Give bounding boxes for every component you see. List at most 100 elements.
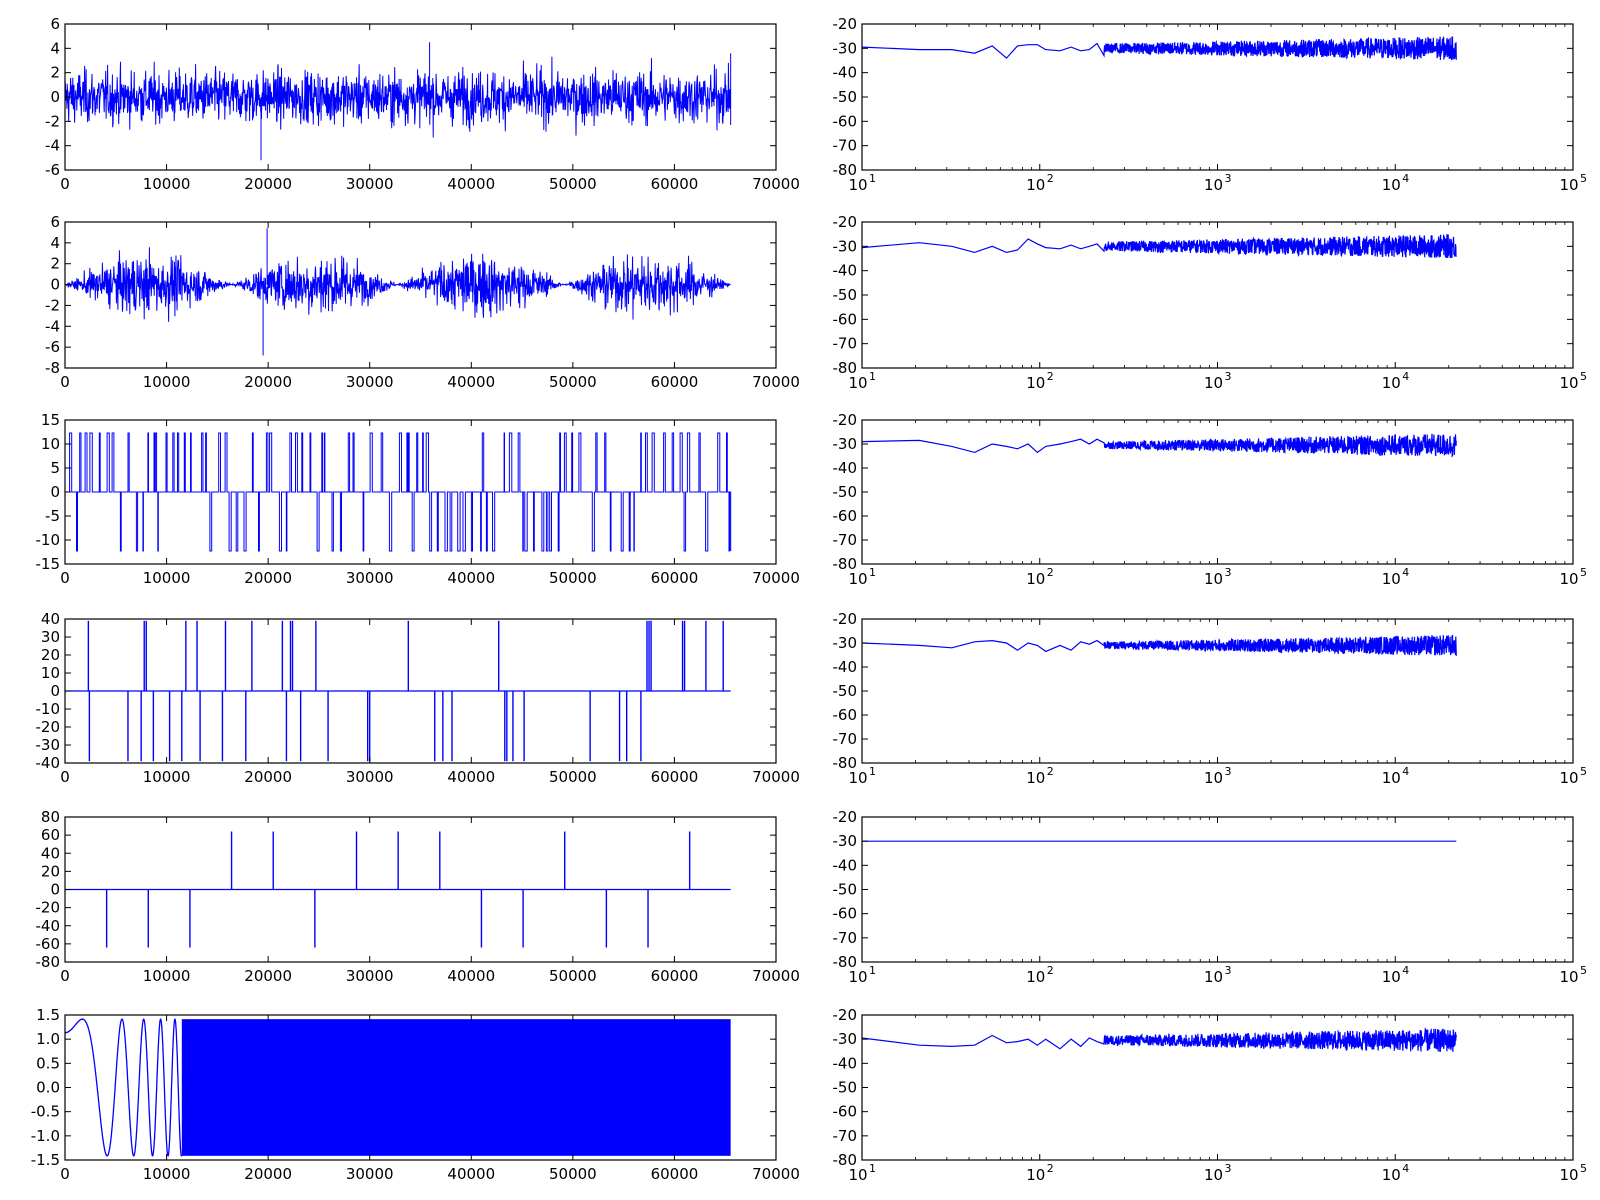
r3-time-ytick-label-1: -10: [36, 531, 61, 549]
r4-spec-xtick-label-1: 10: [1026, 769, 1045, 787]
r1-spec-xtick-exp-0: 1: [869, 172, 876, 185]
r1-spec-xtick-exp-2: 3: [1225, 172, 1232, 185]
r6-spec-xtick-label-0: 10: [848, 1166, 867, 1184]
r2-time-xtick-label-4: 40000: [447, 373, 495, 391]
r5-spec-xtick-label-0: 10: [848, 968, 867, 986]
r2-time-xtick-label-5: 50000: [549, 373, 597, 391]
r2-spec-plot-area: [862, 234, 1457, 259]
r3-spec-xtick-label-1: 10: [1026, 570, 1045, 588]
r1-spec-xtick-label-4: 10: [1559, 176, 1578, 194]
r5-spec-xtick-exp-0: 1: [869, 964, 876, 977]
r2-spec-series: [862, 234, 1457, 259]
r3-time-ytick-label-3: 0: [50, 483, 60, 501]
r5-spec-xtick-label-4: 10: [1559, 968, 1578, 986]
r3-spec-xtick-exp-0: 1: [869, 566, 876, 579]
r2-time-ytick-label-6: 4: [50, 234, 60, 252]
r1-time-xtick-label-6: 60000: [651, 175, 699, 193]
r4-time-axes: 0 10000 20000 30000 40000 50000 60000 70000-40-…: [36, 610, 800, 786]
r2-spec-ytick-label-4: -40: [833, 262, 858, 280]
r5-spec-ytick-label-2: -60: [833, 905, 858, 923]
r4-time-ytick-label-6: 20: [41, 646, 60, 664]
r5-time-ytick-label-5: 20: [41, 862, 60, 880]
r3-time-xtick-label-3: 30000: [346, 569, 394, 587]
r2-time-axes: 0 10000 20000 30000 40000 50000 60000 70000 -8 -6…: [45, 213, 800, 391]
r5-spec-ytick-label-1: -70: [833, 929, 858, 947]
r6-spec-ytick-label-5: -30: [833, 1030, 858, 1048]
r2-time-ytick-label-3: -2: [45, 296, 60, 314]
r4-spec-series: [862, 634, 1457, 656]
r2-spec-xtick-label-0: 10: [848, 374, 867, 392]
r2-time-xtick-label-2: 20000: [244, 373, 292, 391]
r4-spec-plot-area: [862, 634, 1457, 656]
r2-spec-ytick-label-2: -60: [833, 310, 858, 328]
r5-spec-axes: 10 1 10 2 10 3 10 4 10 5-80-70-60-50-40-30-20: [833, 808, 1588, 986]
r6-spec-xtick-exp-4: 5: [1580, 1162, 1587, 1175]
r3-time-xtick-label-6: 60000: [651, 569, 699, 587]
r2-time-xtick-label-1: 10000: [143, 373, 191, 391]
r5-time-ytick-label-2: -40: [36, 917, 61, 935]
r6-spec-ytick-label-0: -80: [833, 1151, 858, 1169]
r4-spec-ytick-label-4: -40: [833, 658, 858, 676]
r6-time-ytick-label-1: -1.0: [31, 1127, 60, 1145]
r4-time-xtick-label-4: 40000: [447, 768, 495, 786]
r4-spec-ytick-label-6: -20: [833, 610, 858, 628]
r1-spec-series: [862, 36, 1457, 61]
r3-time-plot-area: [65, 432, 732, 552]
r6-time-ytick-label-6: 1.5: [36, 1006, 60, 1024]
r1-time-xtick-label-4: 40000: [447, 175, 495, 193]
r5-time-xtick-label-7: 70000: [752, 967, 800, 985]
r1-time-ytick-label-0: -6: [45, 161, 60, 179]
r5-time-xtick-label-1: 10000: [143, 967, 191, 985]
r2-spec-ytick-label-1: -70: [833, 335, 858, 353]
r4-spec-xtick-label-0: 10: [848, 769, 867, 787]
r4-spec-xtick-exp-0: 1: [869, 765, 876, 778]
r1-spec-plot-area: [862, 36, 1457, 61]
r5-spec-xtick-exp-2: 3: [1225, 964, 1232, 977]
r5-time-xtick-label-5: 50000: [549, 967, 597, 985]
r2-time-ytick-label-0: -8: [45, 359, 60, 377]
r6-spec-xtick-label-3: 10: [1382, 1166, 1401, 1184]
r5-spec-ytick-label-5: -30: [833, 832, 858, 850]
r4-spec-xtick-exp-4: 5: [1580, 765, 1587, 778]
r5-time-xtick-label-3: 30000: [346, 967, 394, 985]
r3-time-series: [65, 432, 732, 552]
r2-spec-ytick-label-5: -30: [833, 237, 858, 255]
r4-spec-ytick-label-1: -70: [833, 730, 858, 748]
r4-time-xtick-label-6: 60000: [651, 768, 699, 786]
r4-spec-frame: [861, 618, 1574, 764]
r2-spec-xtick-exp-3: 4: [1402, 370, 1409, 383]
r3-spec-xtick-exp-3: 4: [1402, 566, 1409, 579]
r2-spec-axes: 10 1 10 2 10 3 10 4 10 5-80-70-60-50-40-30-20: [833, 213, 1588, 392]
r4-time-xtick-label-5: 50000: [549, 768, 597, 786]
r5-spec-xtick-exp-3: 4: [1402, 964, 1409, 977]
r6-time-ytick-label-2: -0.5: [31, 1103, 60, 1121]
r3-time-xtick-label-0: 0: [60, 569, 70, 587]
r1-time-xtick-label-5: 50000: [549, 175, 597, 193]
r4-spec-xtick-label-3: 10: [1382, 769, 1401, 787]
r3-spec-ytick-label-4: -40: [833, 459, 858, 477]
r5-time-ytick-label-4: 0: [50, 881, 60, 899]
r2-time-frame: [64, 221, 777, 369]
r6-time-xtick-label-0: 0: [60, 1165, 70, 1183]
r4-time-ytick-label-3: -10: [36, 700, 61, 718]
r4-spec-xtick-exp-1: 2: [1047, 765, 1054, 778]
r2-time-xtick-label-3: 30000: [346, 373, 394, 391]
r4-time-xtick-label-3: 30000: [346, 768, 394, 786]
r5-time-plot-area: [65, 831, 731, 948]
r2-time-ytick-label-1: -6: [45, 338, 60, 356]
r2-spec-xtick-label-3: 10: [1382, 374, 1401, 392]
r1-time-xtick-label-3: 30000: [346, 175, 394, 193]
r4-time-plot-area: [65, 620, 731, 762]
r3-spec-ytick-label-3: -50: [833, 483, 858, 501]
r1-spec-ytick-label-2: -60: [833, 112, 858, 130]
r5-spec-xtick-label-2: 10: [1204, 968, 1223, 986]
r1-time-xtick-label-1: 10000: [143, 175, 191, 193]
r1-spec-xtick-label-2: 10: [1204, 176, 1223, 194]
r6-spec-ytick-label-4: -40: [833, 1054, 858, 1072]
r3-time-ytick-label-5: 10: [41, 435, 60, 453]
r1-time-ytick-label-3: 0: [50, 88, 60, 106]
r1-spec-xtick-label-1: 10: [1026, 176, 1045, 194]
r3-spec-plot-area: [862, 433, 1457, 458]
r5-time-ytick-label-3: -20: [36, 899, 61, 917]
r3-spec-xtick-exp-4: 5: [1580, 566, 1587, 579]
